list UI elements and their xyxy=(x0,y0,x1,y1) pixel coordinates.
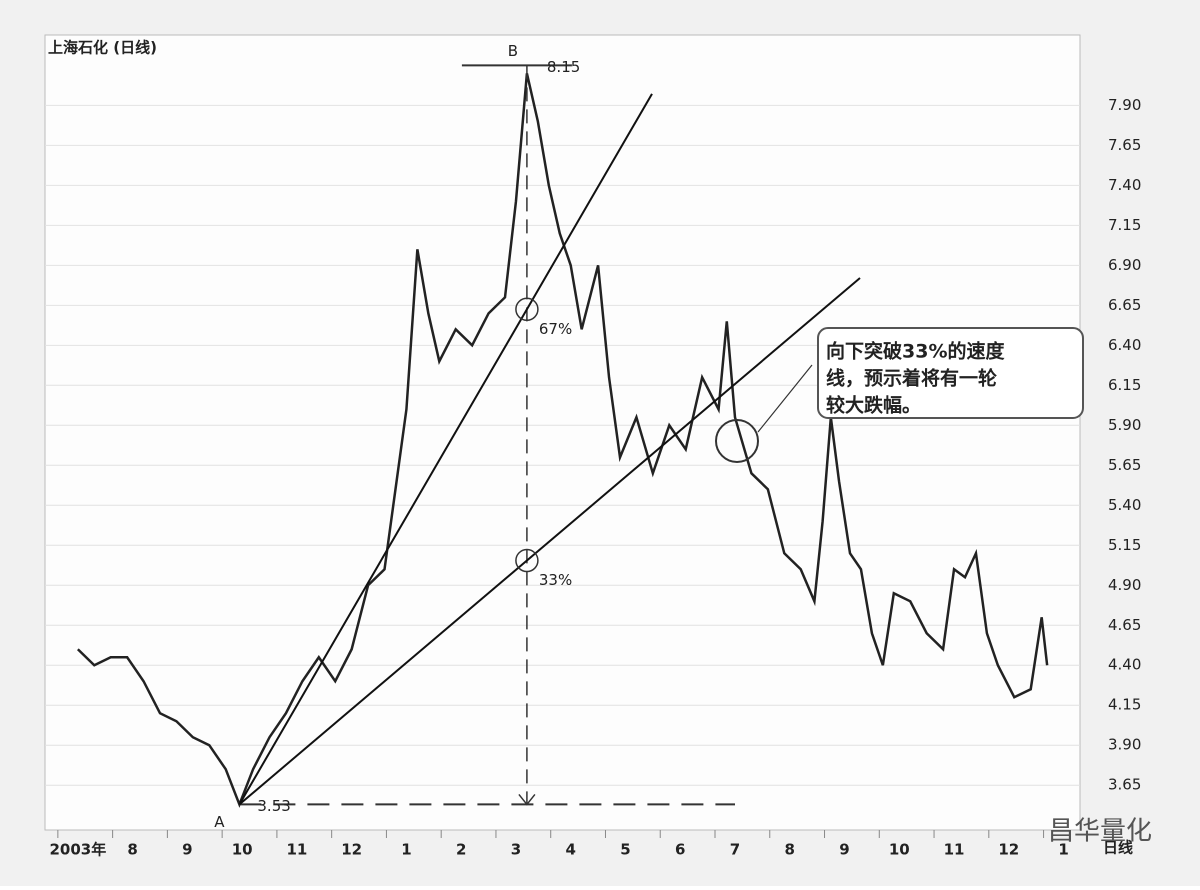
x-tick-label: 2 xyxy=(456,841,466,859)
x-tick-label: 2003年 xyxy=(49,841,106,859)
speed-marker xyxy=(515,548,539,573)
y-tick-label: 4.90 xyxy=(1108,576,1141,594)
x-tick-label: 8 xyxy=(785,841,795,859)
speed-line xyxy=(238,277,861,806)
price-line xyxy=(76,73,1049,808)
x-tick-label: 3 xyxy=(511,841,521,859)
chart-title: 上海石化 (日线) xyxy=(48,39,157,57)
x-tick-label: 11 xyxy=(944,841,965,859)
y-tick-label: 5.40 xyxy=(1108,496,1141,514)
period-label: 日线 xyxy=(1103,839,1133,857)
y-tick-label: 4.40 xyxy=(1108,656,1141,674)
y-tick-label: 6.40 xyxy=(1108,336,1141,354)
plot-area xyxy=(44,34,1081,831)
x-tick-label: 4 xyxy=(565,841,575,859)
y-tick-label: 7.15 xyxy=(1108,216,1141,234)
low-label: A xyxy=(214,813,225,831)
y-tick-label: 6.90 xyxy=(1108,256,1141,274)
speed-line xyxy=(238,93,653,805)
x-tick-label: 1 xyxy=(401,841,411,859)
callout-box xyxy=(817,327,1084,419)
x-tick-label: 9 xyxy=(839,841,849,859)
callout-text: 向下突破33%的速度 xyxy=(826,340,1005,363)
x-tick-label: 8 xyxy=(127,841,137,859)
break-marker xyxy=(715,419,759,463)
x-tick-label: 5 xyxy=(620,841,630,859)
x-tick-label: 6 xyxy=(675,841,685,859)
speed-marker xyxy=(515,297,539,322)
x-tick-label: 12 xyxy=(341,841,362,859)
x-tick-label: 11 xyxy=(286,841,307,859)
speed-label: 67% xyxy=(539,320,572,338)
watermark: 昌华量化 xyxy=(1048,817,1152,847)
x-tick-label: 7 xyxy=(730,841,740,859)
high-value: 8.15 xyxy=(547,58,580,76)
y-tick-label: 3.90 xyxy=(1108,736,1141,754)
y-tick-label: 6.65 xyxy=(1108,296,1141,314)
arrow xyxy=(518,793,536,806)
speed-label: 33% xyxy=(539,571,572,589)
y-tick-label: 7.90 xyxy=(1108,96,1141,114)
callout-text: 较大跌幅。 xyxy=(826,394,921,417)
y-tick-label: 3.65 xyxy=(1108,776,1141,794)
high-label: B xyxy=(508,42,518,60)
y-tick-label: 6.15 xyxy=(1108,376,1141,394)
y-tick-label: 5.15 xyxy=(1108,536,1141,554)
callout-pointer xyxy=(757,364,813,433)
y-tick-label: 7.65 xyxy=(1108,136,1141,154)
y-tick-label: 5.90 xyxy=(1108,416,1141,434)
x-tick-label: 10 xyxy=(232,841,253,859)
x-tick-label: 1 xyxy=(1058,841,1068,859)
low-value: 3.53 xyxy=(257,797,290,815)
y-tick-label: 7.40 xyxy=(1108,176,1141,194)
x-tick-label: 10 xyxy=(889,841,910,859)
y-tick-label: 5.65 xyxy=(1108,456,1141,474)
x-tick-label: 9 xyxy=(182,841,192,859)
y-tick-label: 4.15 xyxy=(1108,696,1141,714)
y-tick-label: 4.65 xyxy=(1108,616,1141,634)
x-tick-label: 12 xyxy=(998,841,1019,859)
callout-text: 线，预示着将有一轮 xyxy=(826,367,997,390)
